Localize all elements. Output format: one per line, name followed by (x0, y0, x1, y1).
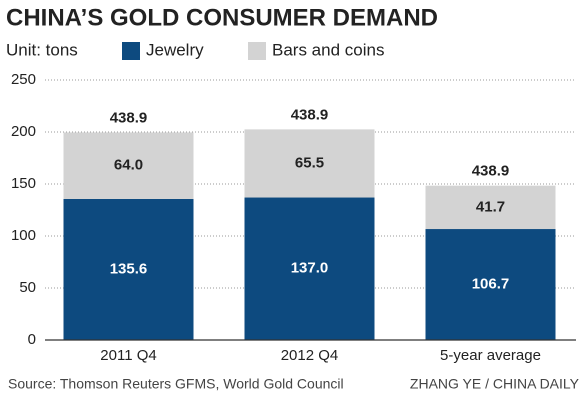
total-label: 438.9 (110, 109, 148, 126)
y-tick-label: 50 (19, 279, 36, 296)
bar-segment (244, 197, 375, 340)
value-label: 135.6 (110, 260, 148, 277)
value-label: 65.5 (295, 154, 324, 171)
bar-segment (425, 185, 556, 230)
x-tick-label: 2011 Q4 (100, 347, 156, 364)
value-label: 64.0 (114, 157, 143, 174)
legend-label: Jewelry (146, 40, 204, 59)
value-label: 41.7 (476, 198, 505, 215)
y-tick-label: 200 (11, 123, 36, 140)
legend-swatch (122, 42, 140, 60)
credit: ZHANG YE / CHINA DAILY (410, 376, 580, 392)
value-label: 137.0 (291, 260, 329, 277)
bar-segment (425, 229, 556, 340)
legend-label: Bars and coins (272, 40, 384, 59)
legend-swatch (248, 42, 266, 60)
x-tick-label: 5-year average (440, 347, 541, 364)
total-label: 438.9 (291, 106, 329, 123)
value-label: 106.7 (472, 275, 510, 292)
y-tick-label: 0 (28, 331, 36, 348)
bar-segment (63, 132, 194, 199)
y-tick-label: 150 (11, 175, 36, 192)
bar-segment (244, 129, 375, 198)
unit-label: Unit: tons (6, 40, 78, 59)
y-tick-label: 100 (11, 227, 36, 244)
source: Source: Thomson Reuters GFMS, World Gold… (8, 376, 344, 392)
bar-segment (63, 198, 194, 340)
x-tick-label: 2012 Q4 (281, 347, 339, 364)
total-label: 438.9 (472, 163, 510, 180)
chart-title: CHINA’S GOLD CONSUMER DEMAND (6, 4, 438, 31)
y-tick-label: 250 (11, 71, 36, 88)
